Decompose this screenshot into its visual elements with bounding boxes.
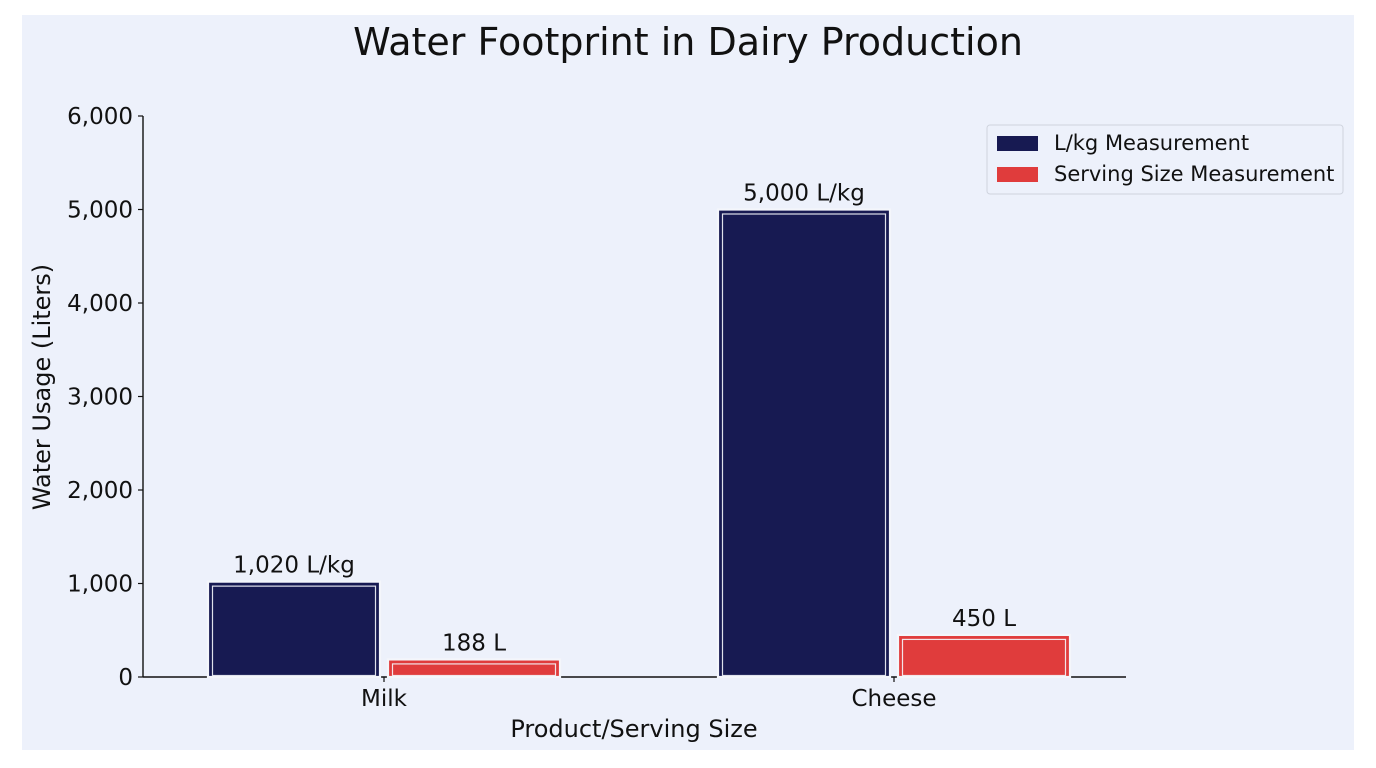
bar-chart: Water Footprint in Dairy Production 0 1,0… bbox=[28, 20, 1344, 743]
bar-labels: 1,020 L/kg 188 L 5,000 L/kg 450 L bbox=[233, 181, 1016, 657]
bar bbox=[896, 633, 1072, 679]
y-tick-label: 6,000 bbox=[67, 104, 133, 130]
y-axis-label: Water Usage (Liters) bbox=[28, 264, 56, 510]
y-tick-label: 3,000 bbox=[67, 385, 133, 411]
bar-inner-outline bbox=[391, 663, 557, 677]
bar-data-label: 188 L bbox=[442, 630, 506, 656]
y-tick-label: 5,000 bbox=[67, 198, 133, 224]
bar bbox=[206, 580, 382, 679]
y-axis: 0 1,000 2,000 3,000 4,000 5,000 6,000 bbox=[67, 104, 144, 691]
chart-figure: Water Footprint in Dairy Production 0 1,0… bbox=[22, 15, 1354, 750]
y-tick-label: 1,000 bbox=[67, 572, 133, 598]
legend-label-lkg: L/kg Measurement bbox=[1054, 131, 1249, 155]
y-tick-label: 4,000 bbox=[67, 291, 133, 317]
y-tick-label: 2,000 bbox=[67, 478, 133, 504]
bar-inner-outline bbox=[721, 213, 887, 677]
bar-inner-outline bbox=[211, 585, 377, 677]
bars bbox=[206, 208, 1072, 679]
legend-label-serving: Serving Size Measurement bbox=[1054, 162, 1334, 186]
chart-title: Water Footprint in Dairy Production bbox=[353, 20, 1023, 64]
legend-swatch-lkg bbox=[997, 136, 1038, 151]
x-axis: Milk Cheese bbox=[143, 676, 1126, 712]
bar-data-label: 1,020 L/kg bbox=[233, 553, 355, 579]
x-tick-label: Milk bbox=[361, 686, 408, 712]
y-tick-label: 0 bbox=[118, 665, 133, 691]
legend-frame bbox=[986, 124, 1344, 195]
bar-data-label: 450 L bbox=[952, 606, 1016, 632]
bar bbox=[716, 208, 892, 679]
bar-inner-outline bbox=[901, 638, 1067, 677]
bar-data-label: 5,000 L/kg bbox=[743, 181, 865, 207]
bar bbox=[386, 658, 562, 679]
legend: L/kg Measurement Serving Size Measuremen… bbox=[986, 124, 1344, 195]
legend-swatch-serving bbox=[997, 167, 1038, 182]
x-axis-label: Product/Serving Size bbox=[510, 715, 757, 743]
x-tick-label: Cheese bbox=[851, 686, 936, 712]
